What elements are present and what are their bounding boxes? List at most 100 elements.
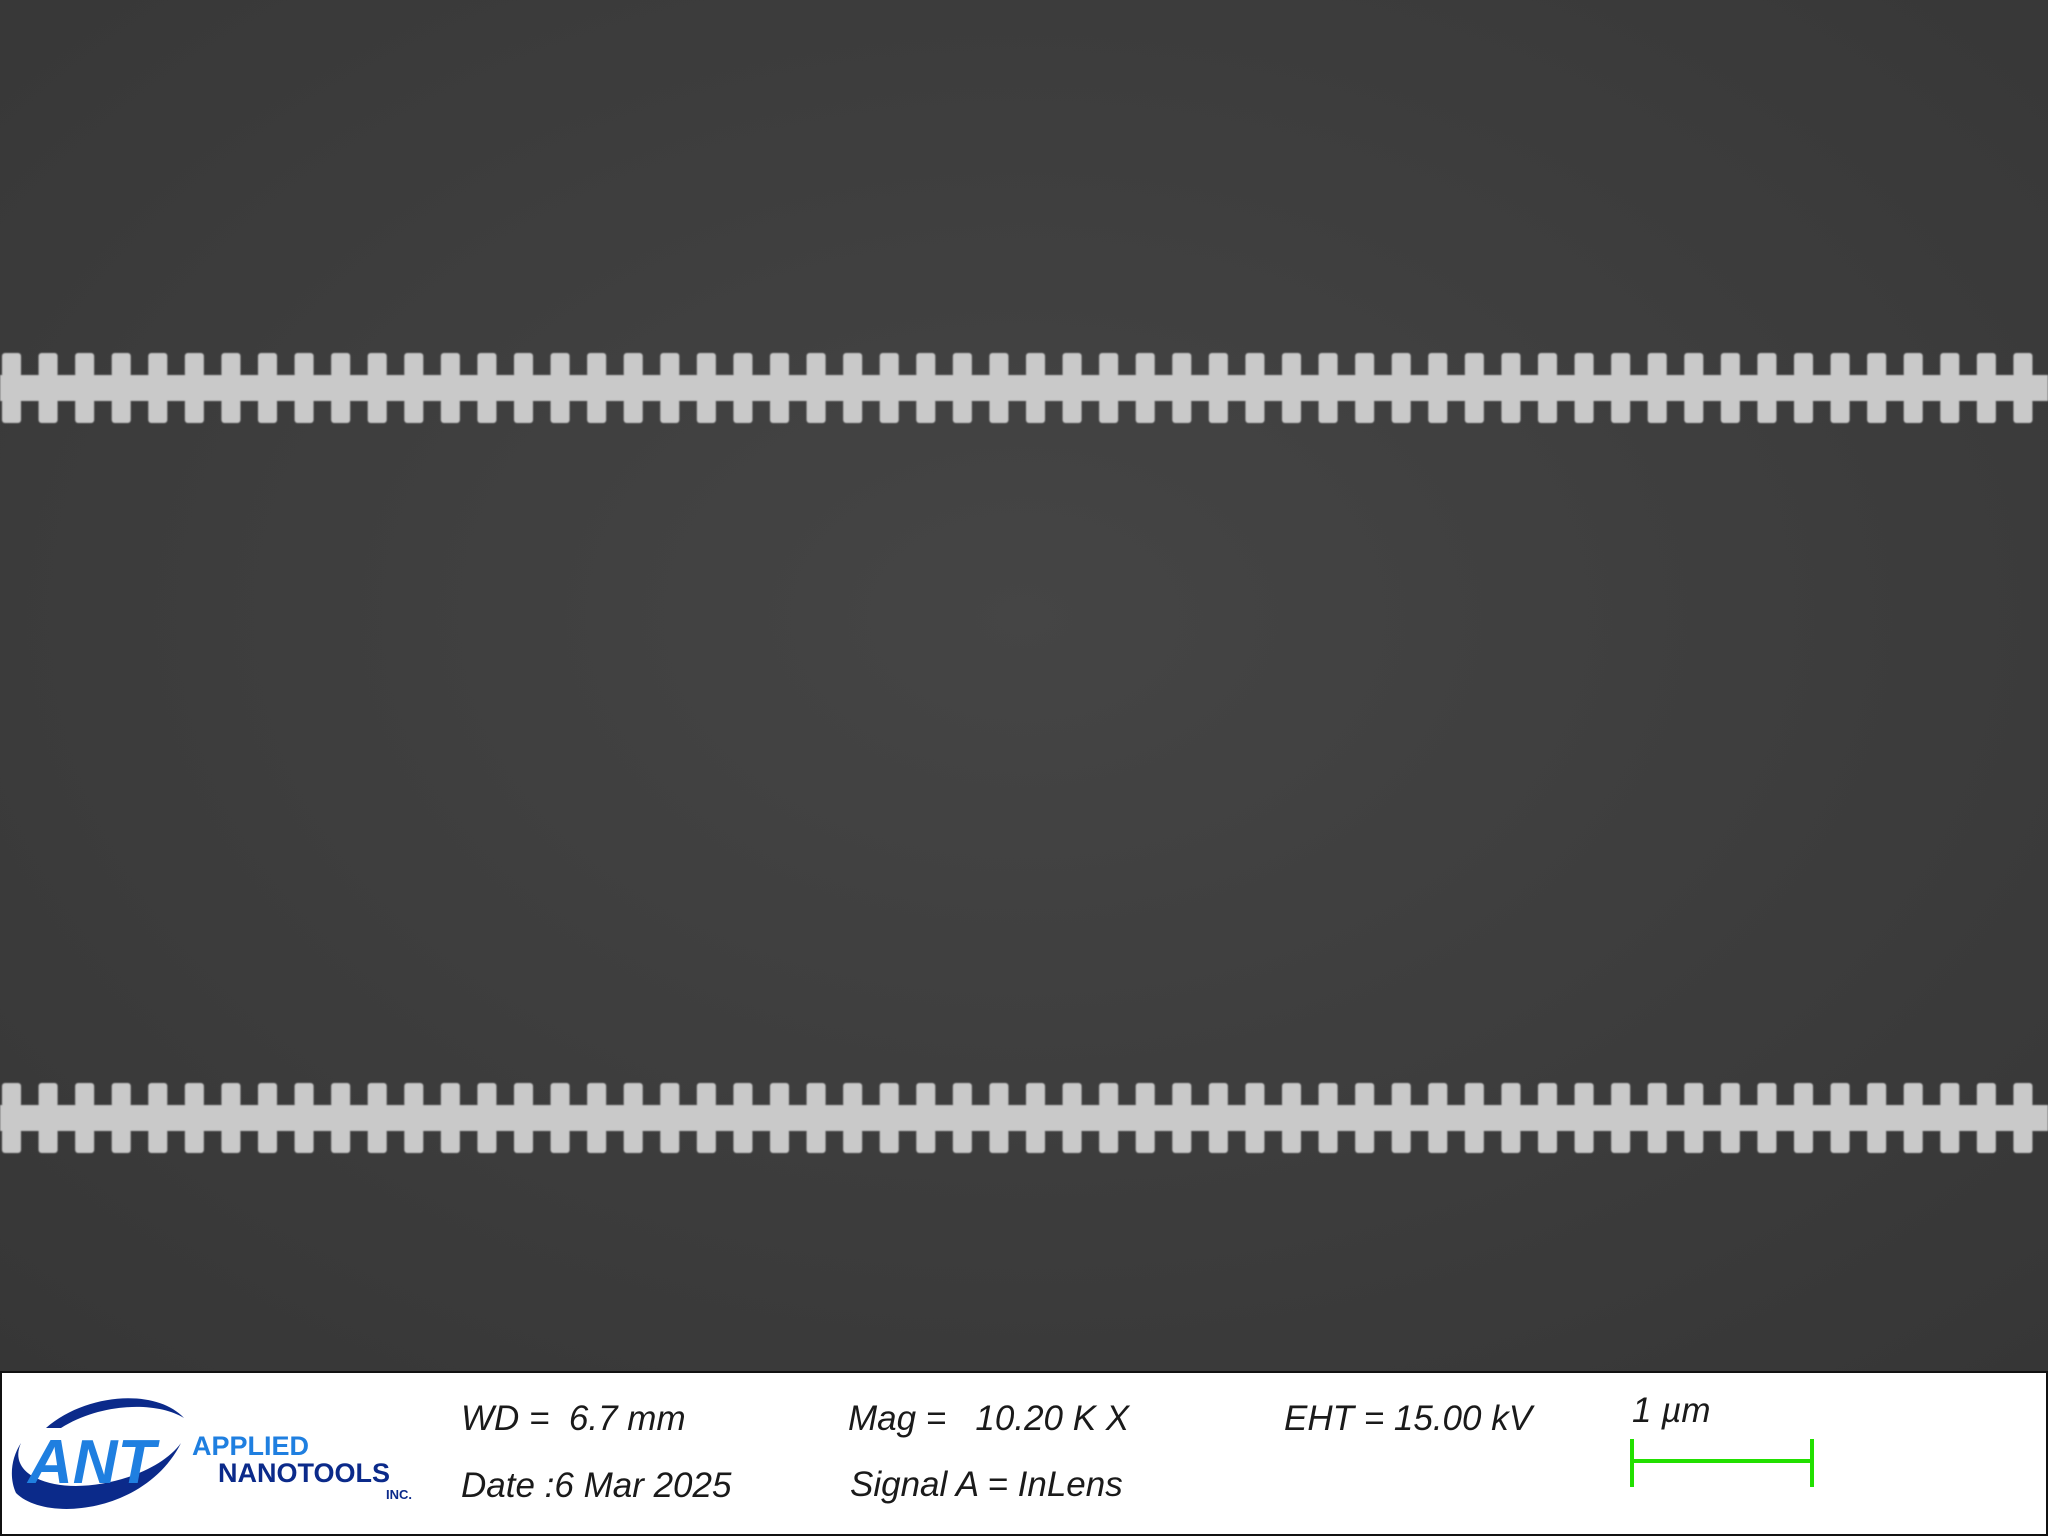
grating-tooth <box>806 353 826 377</box>
waveguide-core <box>0 1105 2048 1131</box>
grating-tooth <box>1647 353 1667 377</box>
grating-tooth <box>660 1129 680 1153</box>
grating-tooth <box>1428 399 1448 423</box>
grating-tooth <box>1647 1083 1667 1107</box>
grating-tooth <box>404 399 424 423</box>
grating-tooth <box>1099 1129 1119 1153</box>
logo-arc-icon <box>46 1398 184 1428</box>
grating-tooth <box>38 399 58 423</box>
grating-tooth <box>1135 1083 1155 1107</box>
grating-tooth <box>1026 353 1046 377</box>
grating-tooth <box>1757 399 1777 423</box>
grating-tooth <box>1940 1129 1960 1153</box>
grating-tooth <box>1611 353 1631 377</box>
grating-tooth <box>1355 1129 1375 1153</box>
grating-tooth <box>2 353 22 377</box>
grating-tooth <box>367 1129 387 1153</box>
grating-tooth <box>1903 399 1923 423</box>
logo-line3: INC. <box>386 1487 412 1502</box>
acquisition-date: Date :6 Mar 2025 <box>461 1466 732 1505</box>
grating-tooth <box>1903 1083 1923 1107</box>
grating-tooth <box>1830 1129 1850 1153</box>
grating-tooth <box>477 1129 497 1153</box>
grating-tooth <box>843 353 863 377</box>
grating-tooth <box>587 1083 607 1107</box>
grating-tooth <box>111 1083 131 1107</box>
substrate-background <box>0 0 2048 1371</box>
grating-tooth <box>1940 353 1960 377</box>
grating-tooth <box>1720 1129 1740 1153</box>
grating-tooth <box>843 1083 863 1107</box>
grating-tooth <box>770 1083 790 1107</box>
grating-tooth <box>258 1083 278 1107</box>
grating-tooth <box>221 1083 241 1107</box>
grating-tooth <box>1574 1083 1594 1107</box>
grating-tooth <box>733 399 753 423</box>
grating-tooth <box>1172 1129 1192 1153</box>
signal-detector: Signal A = InLens <box>850 1465 1123 1504</box>
grating-tooth <box>184 353 204 377</box>
grating-tooth <box>733 353 753 377</box>
grating-tooth <box>111 353 131 377</box>
grating-tooth <box>1135 399 1155 423</box>
grating-tooth <box>1538 399 1558 423</box>
grating-tooth <box>440 1083 460 1107</box>
grating-tooth <box>331 1129 351 1153</box>
logo-swoosh-icon <box>11 1443 181 1509</box>
grating-tooth <box>148 353 168 377</box>
grating-tooth <box>221 399 241 423</box>
grating-tooth <box>550 399 570 423</box>
grating-tooth <box>1976 1129 1996 1153</box>
grating-tooth <box>770 1129 790 1153</box>
grating-tooth <box>294 399 314 423</box>
grating-tooth <box>294 1129 314 1153</box>
grating-tooth <box>2013 399 2033 423</box>
grating-tooth <box>1830 353 1850 377</box>
grating-tooth <box>1940 1083 1960 1107</box>
grating-tooth <box>1099 399 1119 423</box>
grating-tooth <box>2 1129 22 1153</box>
grating-tooth <box>75 353 95 377</box>
grating-tooth <box>477 399 497 423</box>
grating-tooth <box>1208 1129 1228 1153</box>
grating-tooth <box>623 1129 643 1153</box>
grating-tooth <box>1501 1083 1521 1107</box>
grating-tooth <box>294 353 314 377</box>
grating-tooth <box>404 1083 424 1107</box>
sem-info-bar: ANT APPLIED NANOTOOLS INC. WD = 6.7 mm D… <box>0 1371 2048 1536</box>
grating-tooth <box>1574 399 1594 423</box>
grating-tooth <box>331 353 351 377</box>
grating-tooth <box>404 353 424 377</box>
logo-mark: ANT <box>26 1428 161 1497</box>
grating-tooth <box>1135 1129 1155 1153</box>
grating-tooth <box>331 399 351 423</box>
grating-tooth <box>294 1083 314 1107</box>
grating-tooth <box>1355 353 1375 377</box>
grating-tooth <box>1538 1083 1558 1107</box>
grating-tooth <box>1062 353 1082 377</box>
grating-waveguide-top <box>0 353 2048 423</box>
grating-tooth <box>660 353 680 377</box>
grating-tooth <box>623 1083 643 1107</box>
grating-tooth <box>1318 1129 1338 1153</box>
grating-tooth <box>440 353 460 377</box>
grating-tooth <box>916 1083 936 1107</box>
grating-tooth <box>879 1129 899 1153</box>
grating-tooth <box>1172 353 1192 377</box>
grating-tooth <box>989 1083 1009 1107</box>
grating-tooth <box>696 1129 716 1153</box>
accelerating-voltage: EHT = 15.00 kV <box>1284 1399 1533 1438</box>
grating-tooth <box>587 399 607 423</box>
grating-tooth <box>221 1129 241 1153</box>
grating-tooth <box>1647 399 1667 423</box>
grating-tooth <box>879 399 899 423</box>
grating-tooth <box>258 399 278 423</box>
grating-tooth <box>367 1083 387 1107</box>
grating-tooth <box>989 353 1009 377</box>
grating-tooth <box>1318 353 1338 377</box>
grating-tooth <box>38 353 58 377</box>
grating-tooth <box>989 399 1009 423</box>
grating-tooth <box>2013 1083 2033 1107</box>
grating-tooth <box>2 399 22 423</box>
grating-tooth <box>184 1129 204 1153</box>
